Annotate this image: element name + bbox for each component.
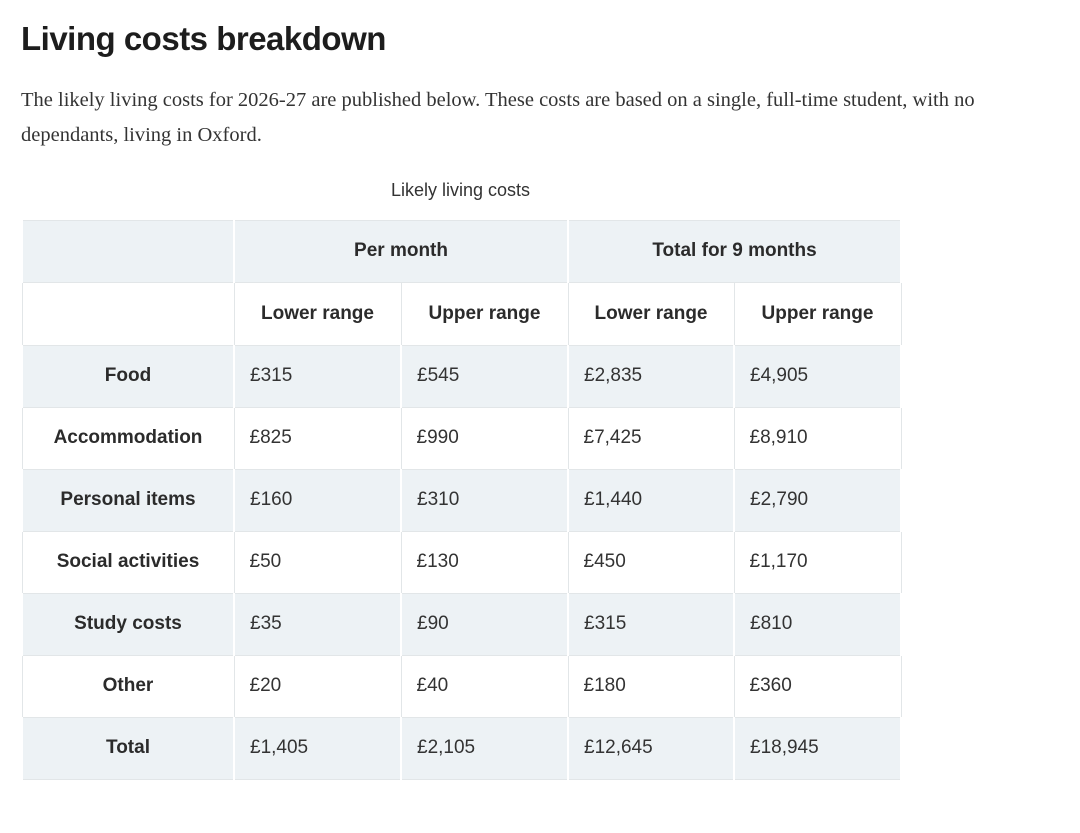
cost-cell: £990 xyxy=(400,406,569,470)
living-costs-table: Per month Total for 9 months Lower range… xyxy=(21,219,903,780)
cost-cell: £2,835 xyxy=(567,344,736,408)
sub-header-total-upper: Upper range xyxy=(733,281,902,346)
cost-cell: £4,905 xyxy=(733,344,903,408)
cost-cell: £160 xyxy=(233,468,402,532)
cost-cell: £180 xyxy=(567,654,735,718)
row-label: Total xyxy=(21,716,235,780)
cost-cell: £360 xyxy=(733,654,902,718)
cost-cell: £40 xyxy=(400,654,569,718)
row-label: Accommodation xyxy=(21,406,235,470)
row-label: Other xyxy=(21,654,235,718)
sub-header-total-lower: Lower range xyxy=(567,281,735,346)
table-caption: Likely living costs xyxy=(390,180,531,201)
table-row: Other £20 £40 £180 £360 xyxy=(21,654,902,718)
cost-cell: £825 xyxy=(233,406,402,470)
page-title: Living costs breakdown xyxy=(21,20,386,57)
table-row: Personal items £160 £310 £1,440 £2,790 xyxy=(21,468,903,532)
table-row: Social activities £50 £130 £450 £1,170 xyxy=(21,530,902,594)
table-row: Accommodation £825 £990 £7,425 £8,910 xyxy=(21,406,902,470)
table-header: Per month Total for 9 months Lower range… xyxy=(21,219,903,346)
table-row: Food £315 £545 £2,835 £4,905 xyxy=(21,344,903,408)
col-group-per-month: Per month xyxy=(232,219,570,283)
cost-cell: £18,945 xyxy=(733,716,903,780)
sub-header-per-month-upper: Upper range xyxy=(400,281,569,346)
column-group-row: Per month Total for 9 months xyxy=(21,219,903,283)
corner-cell xyxy=(21,281,235,346)
row-label: Study costs xyxy=(21,592,235,656)
cost-cell: £130 xyxy=(400,530,569,594)
cost-cell: £12,645 xyxy=(567,716,736,780)
cost-cell: £35 xyxy=(233,592,402,656)
cost-cell: £545 xyxy=(399,344,570,408)
cost-cell: £810 xyxy=(733,592,903,656)
cost-cell: £450 xyxy=(567,530,735,594)
page-content: Living costs breakdown The likely living… xyxy=(21,20,975,780)
cost-cell: £90 xyxy=(399,592,570,656)
intro-paragraph: The likely living costs for 2026-27 are … xyxy=(21,88,975,147)
cost-cell: £8,910 xyxy=(733,406,902,470)
cost-cell: £1,170 xyxy=(733,530,902,594)
sub-header-row: Lower range Upper range Lower range Uppe… xyxy=(21,281,902,346)
cost-cell: £315 xyxy=(567,592,736,656)
cost-cell: £50 xyxy=(233,530,402,594)
row-label: Personal items xyxy=(21,468,235,532)
row-label: Social activities xyxy=(21,530,235,594)
col-group-total-9-months: Total for 9 months xyxy=(567,219,903,283)
cost-cell: £2,790 xyxy=(733,468,903,532)
cost-cell: £2,105 xyxy=(399,716,570,780)
cost-cell: £315 xyxy=(233,344,402,408)
cost-cell: £1,405 xyxy=(233,716,402,780)
table-row: Total £1,405 £2,105 £12,645 £18,945 xyxy=(21,716,903,780)
cost-cell: £7,425 xyxy=(567,406,735,470)
cost-cell: £20 xyxy=(233,654,402,718)
cost-cell: £1,440 xyxy=(567,468,736,532)
row-label: Food xyxy=(21,344,235,408)
costs-table-body: Food £315 £545 £2,835 £4,905 Accommodati… xyxy=(21,344,903,780)
sub-header-per-month-lower: Lower range xyxy=(233,281,402,346)
table-row: Study costs £35 £90 £315 £810 xyxy=(21,592,903,656)
cost-cell: £310 xyxy=(399,468,570,532)
corner-cell xyxy=(21,219,235,283)
